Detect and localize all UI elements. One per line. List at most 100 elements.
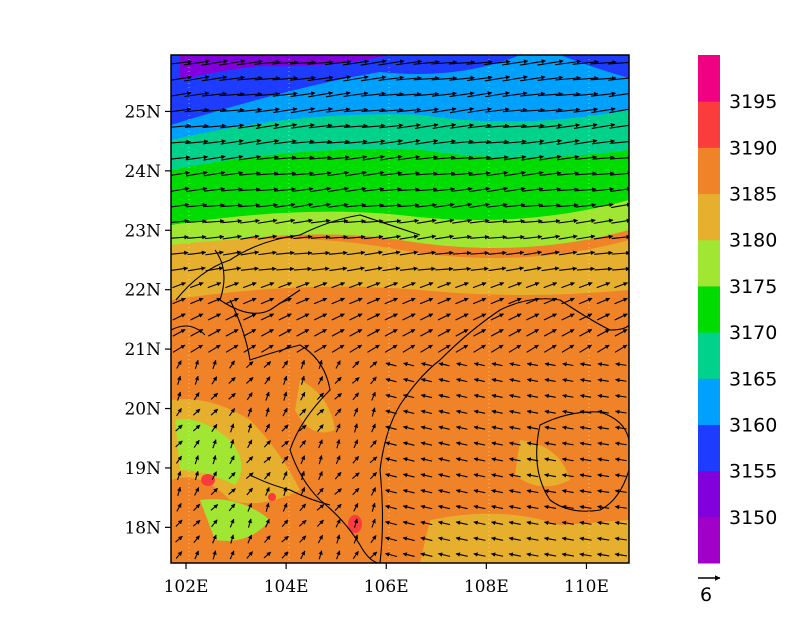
wind-vector bbox=[385, 504, 397, 510]
wind-vector bbox=[561, 344, 575, 353]
wind-vector bbox=[491, 377, 503, 383]
wind-vector bbox=[508, 344, 522, 353]
wind-vector bbox=[526, 489, 539, 494]
wind-vector bbox=[526, 377, 539, 383]
wind-vector bbox=[172, 282, 186, 289]
wind-vector bbox=[273, 123, 298, 129]
wind-vector bbox=[370, 535, 377, 544]
wind-vector bbox=[187, 250, 207, 256]
wind-vector bbox=[313, 297, 328, 305]
wind-vector bbox=[256, 139, 280, 145]
wind-vector bbox=[382, 266, 401, 272]
colorbar-label: 3165 bbox=[729, 368, 777, 390]
wind-vector bbox=[614, 441, 627, 446]
wind-vector bbox=[353, 503, 359, 512]
wind-vector bbox=[260, 313, 275, 321]
wind-vector bbox=[472, 282, 487, 289]
wind-vector bbox=[292, 202, 314, 209]
wind-vector bbox=[331, 328, 345, 337]
wind-vector bbox=[171, 186, 190, 192]
wind-vector bbox=[282, 502, 288, 512]
wind-vector bbox=[403, 362, 415, 367]
wind-vector bbox=[230, 439, 235, 449]
wind-vector bbox=[228, 472, 236, 480]
wind-vector bbox=[263, 361, 272, 368]
wind-vector bbox=[561, 425, 574, 430]
wind-vector bbox=[384, 344, 398, 353]
wind-vector bbox=[544, 425, 556, 430]
wind-vector bbox=[349, 313, 363, 321]
wind-vector bbox=[593, 218, 614, 224]
wind-vector bbox=[349, 328, 363, 337]
wind-vector bbox=[222, 218, 243, 224]
wind-vector bbox=[265, 407, 270, 417]
y-tick-label: 18N bbox=[124, 518, 161, 538]
wind-vector bbox=[525, 282, 540, 289]
wind-vector bbox=[579, 520, 592, 526]
wind-vector bbox=[561, 552, 574, 557]
wind-vector bbox=[334, 471, 342, 480]
wind-vector bbox=[419, 313, 434, 321]
wind-vector bbox=[184, 91, 210, 98]
wind-vector bbox=[526, 520, 539, 526]
wind-vector bbox=[523, 250, 543, 256]
wind-vector bbox=[210, 392, 219, 400]
wind-vector bbox=[596, 297, 611, 305]
wind-vector bbox=[176, 360, 182, 369]
wind-vector bbox=[416, 187, 438, 192]
wind-vector bbox=[579, 393, 592, 399]
wind-vector bbox=[522, 187, 544, 192]
wind-vector bbox=[484, 75, 511, 82]
wind-vector bbox=[488, 266, 507, 272]
wind-vector bbox=[371, 518, 376, 528]
wind-vector bbox=[290, 91, 316, 98]
wind-vector bbox=[201, 75, 228, 82]
wind-vector bbox=[579, 552, 592, 557]
wind-vector bbox=[366, 282, 381, 289]
wind-vector bbox=[509, 409, 521, 415]
wind-vector bbox=[336, 534, 341, 544]
wind-vector bbox=[212, 455, 217, 465]
wind-vector bbox=[384, 552, 398, 558]
wind-vector bbox=[385, 393, 397, 399]
wind-vector bbox=[455, 504, 468, 510]
wind-vector bbox=[396, 91, 422, 97]
wind-vector bbox=[543, 313, 557, 321]
wind-vector bbox=[420, 520, 433, 526]
wind-vector bbox=[396, 107, 422, 113]
wind-vector bbox=[521, 139, 545, 145]
wind-vector bbox=[203, 170, 226, 177]
wind-vector bbox=[415, 171, 438, 176]
colorbar-segment bbox=[698, 239, 720, 287]
wind-vector bbox=[420, 441, 433, 446]
wind-vector bbox=[176, 408, 182, 417]
colorbar: 3150 3155 3160 3165 3170 3175 3180 3185 3190 3195 bbox=[698, 55, 777, 564]
wind-vector bbox=[210, 504, 219, 511]
wind-vector bbox=[558, 218, 579, 224]
wind-vector bbox=[361, 107, 386, 113]
wind-vector bbox=[579, 441, 592, 446]
wind-vector bbox=[523, 234, 543, 240]
wind-vector bbox=[385, 362, 397, 367]
wind-vector bbox=[415, 155, 438, 161]
wind-vector bbox=[263, 456, 272, 464]
wind-vector bbox=[300, 375, 306, 385]
wind-vector bbox=[400, 266, 419, 271]
wind-vector bbox=[413, 76, 440, 81]
wind-vector bbox=[275, 234, 295, 240]
wind-vector bbox=[238, 171, 261, 176]
wind-vector bbox=[433, 171, 456, 176]
wind-vector bbox=[455, 441, 468, 446]
wind-vector bbox=[455, 457, 468, 462]
wind-vector bbox=[190, 313, 204, 321]
wind-vector bbox=[502, 91, 528, 98]
wind-vector bbox=[490, 282, 505, 289]
wind-vector bbox=[473, 488, 486, 494]
wind-vector bbox=[526, 409, 539, 415]
wind-vector bbox=[255, 107, 280, 113]
wind-vector bbox=[397, 138, 421, 145]
wind-vector bbox=[543, 282, 558, 289]
wind-vector bbox=[403, 393, 415, 399]
wind-vector bbox=[316, 519, 324, 527]
wind-vector bbox=[290, 75, 316, 81]
